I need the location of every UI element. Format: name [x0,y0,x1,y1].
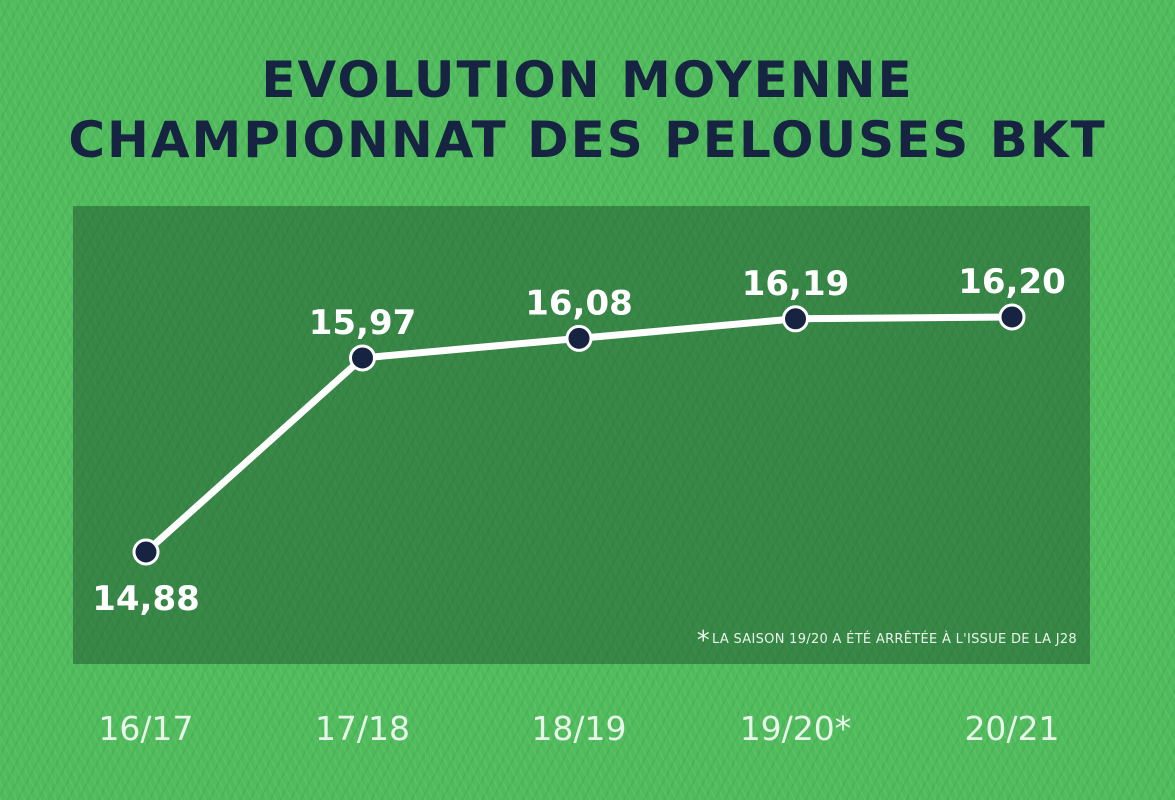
data-label: 14,88 [92,579,200,619]
chart-title: EVOLUTION MOYENNE CHAMPIONNAT DES PELOUS… [0,50,1175,170]
data-point [349,344,376,372]
data-label: 16,20 [958,262,1066,302]
title-line-2: CHAMPIONNAT DES PELOUSES BKT [68,111,1107,169]
series-line [142,313,1016,556]
data-point [998,303,1026,331]
x-tick-label: 16/17 [98,709,193,748]
x-tick-label: 20/21 [964,709,1059,748]
title-line-1: EVOLUTION MOYENNE [261,51,914,109]
data-point [565,324,593,352]
data-label: 15,97 [309,303,417,343]
footnote: * LA SAISON 19/20 A ÉTÉ ARRÊTÉE À L'ISSUE… [697,620,1077,656]
data-point [132,538,160,566]
footnote-text: LA SAISON 19/20 A ÉTÉ ARRÊTÉE À L'ISSUE … [712,632,1077,647]
data-point [782,305,809,333]
footnote-marker: * [696,626,711,656]
data-label: 16,08 [525,283,633,323]
x-tick-label: 19/20* [740,709,852,748]
data-label: 16,19 [742,264,850,304]
x-tick-label: 18/19 [531,709,626,748]
plot-panel [73,206,1090,664]
x-tick-label: 17/18 [315,709,410,748]
